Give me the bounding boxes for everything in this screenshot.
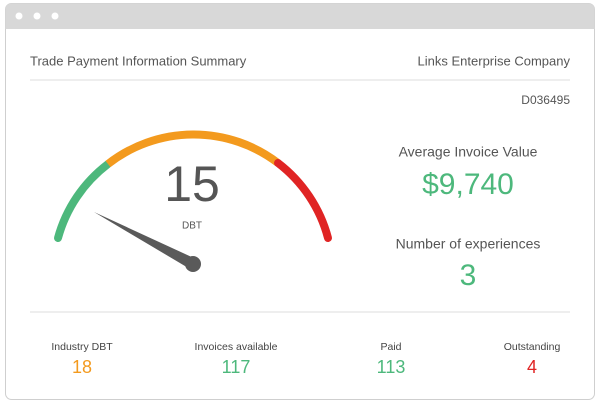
gauge-pivot [185,256,201,272]
gauge [54,130,332,242]
company-id: D036495 [521,93,570,107]
window-dot[interactable] [51,12,59,20]
title: Trade Payment Information Summary [30,53,247,68]
gauge-unit: DBT [182,221,202,232]
footer-value: 113 [377,357,406,377]
window-dot[interactable] [15,12,23,20]
gauge-value: 15 [164,156,220,212]
stat-label: Average Invoice Value [399,144,538,160]
footer-value: 18 [72,357,92,377]
footer-value: 4 [527,357,537,377]
footer-label: Outstanding [504,341,561,353]
gauge-needle [94,212,196,269]
title-bar [5,3,595,29]
stat-value: 3 [460,259,477,292]
stat-label: Number of experiences [396,236,541,252]
company: Links Enterprise Company [418,53,571,68]
footer-label: Paid [380,341,401,353]
footer-value: 117 [222,357,251,377]
footer-label: Industry DBT [51,341,113,353]
gauge-arc [105,130,281,168]
gauge-arc [274,159,332,242]
gauge-arc [54,160,112,242]
window-dot[interactable] [33,12,41,20]
footer-label: Invoices available [195,341,278,353]
stat-value: $9,740 [422,168,514,201]
